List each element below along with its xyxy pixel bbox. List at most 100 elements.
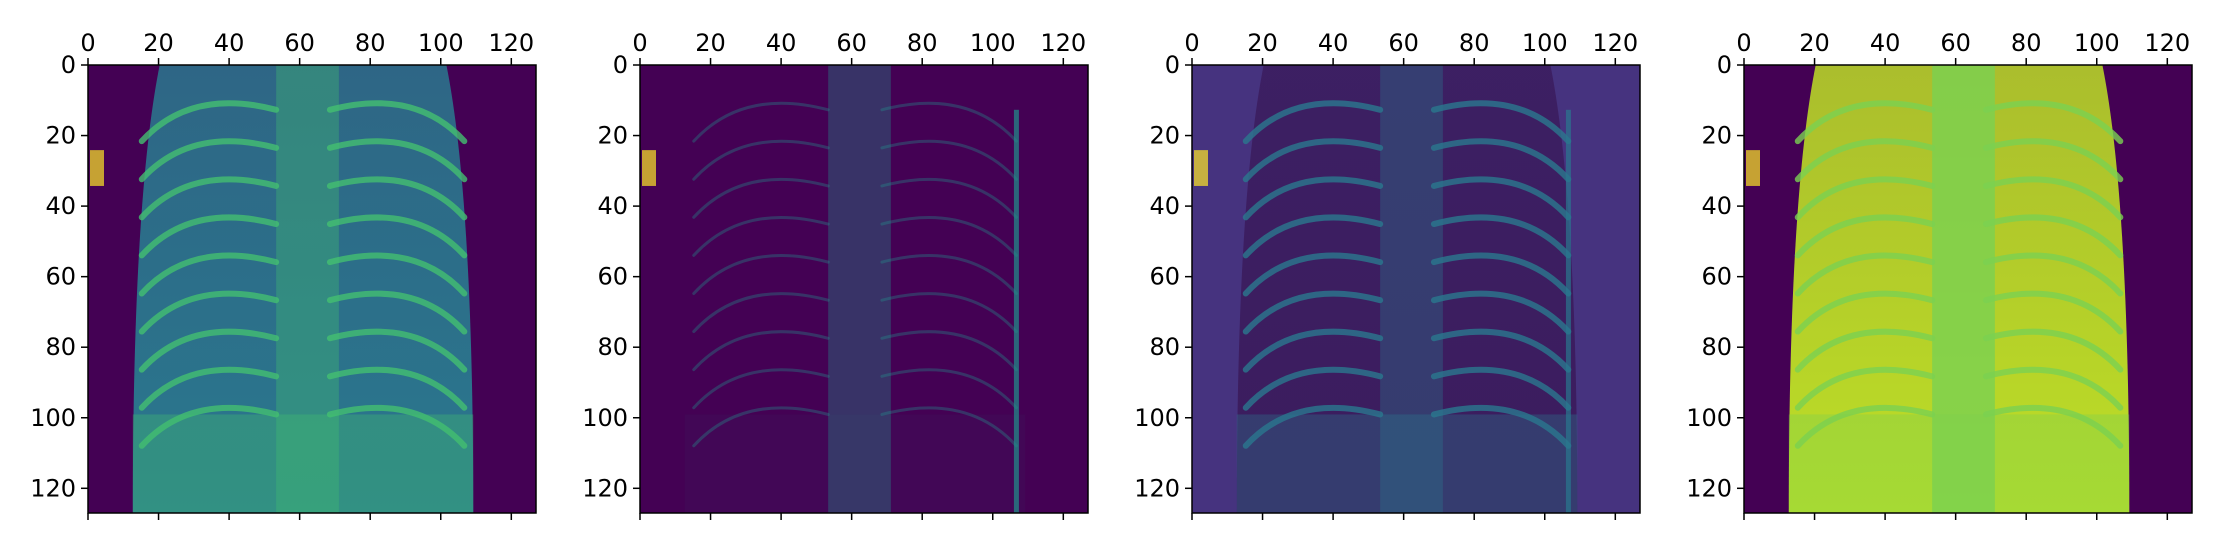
rib-mark bbox=[692, 330, 830, 372]
rib-mark bbox=[1982, 366, 2124, 411]
rib-mark bbox=[1794, 176, 1936, 221]
x-tick-label: 100 bbox=[2074, 29, 2120, 57]
rib-mark bbox=[692, 292, 830, 334]
rib-mark bbox=[692, 215, 830, 257]
rib-mark bbox=[692, 139, 830, 181]
rib-mark bbox=[880, 215, 1018, 257]
y-tick-label: 0 bbox=[1717, 51, 1732, 79]
rib-mark bbox=[1242, 138, 1384, 183]
x-tick-label: 80 bbox=[907, 29, 938, 57]
x-tick-label: 100 bbox=[418, 29, 464, 57]
rib-mark bbox=[326, 328, 468, 373]
letter-marker bbox=[642, 150, 656, 186]
rib-mark bbox=[326, 138, 468, 183]
rib-mark bbox=[880, 292, 1018, 334]
rib-mark bbox=[1430, 138, 1572, 183]
edge-line bbox=[1013, 109, 1019, 513]
rib-mark bbox=[880, 368, 1018, 410]
rib-mark bbox=[1430, 252, 1572, 297]
y-tick-label: 0 bbox=[613, 51, 628, 79]
heatmap-image bbox=[1192, 65, 1640, 513]
rib-mark bbox=[1982, 328, 2124, 373]
heatmap-image bbox=[88, 65, 536, 513]
y-tick-label: 100 bbox=[30, 404, 76, 432]
spine-region bbox=[276, 65, 339, 513]
rib-mark bbox=[1430, 290, 1572, 335]
heatmap-panel-4: 0 20 40 60 80 100 120 0 20 40 60 80 100 120 bbox=[1686, 29, 2193, 520]
y-tick-label: 20 bbox=[597, 122, 628, 150]
axes-frame bbox=[1191, 64, 1641, 514]
rib-mark bbox=[1242, 404, 1384, 449]
rib-mark bbox=[1430, 214, 1572, 259]
rib-mark bbox=[1242, 100, 1384, 145]
y-tick-label: 120 bbox=[1686, 474, 1732, 502]
x-tick-label: 60 bbox=[1940, 29, 1971, 57]
rib-mark bbox=[1242, 328, 1384, 373]
x-tick-label: 0 bbox=[80, 29, 95, 57]
x-tick-label: 60 bbox=[284, 29, 315, 57]
heatmap-image bbox=[640, 65, 1088, 513]
x-tick-label: 40 bbox=[1870, 29, 1901, 57]
x-tick-label: 40 bbox=[214, 29, 245, 57]
y-tick-label: 80 bbox=[45, 333, 76, 361]
rib-mark bbox=[138, 404, 280, 449]
rib-mark bbox=[1430, 328, 1572, 373]
rib-mark bbox=[138, 214, 280, 259]
rib-mark bbox=[1982, 138, 2124, 183]
y-tick-label: 40 bbox=[45, 192, 76, 220]
y-tick-label: 100 bbox=[1134, 404, 1180, 432]
y-tick-label: 40 bbox=[1701, 192, 1732, 220]
y-tick-label: 20 bbox=[1701, 122, 1732, 150]
rib-mark bbox=[326, 252, 468, 297]
letter-marker bbox=[1194, 150, 1208, 186]
spine-region bbox=[1380, 65, 1443, 513]
x-tick-label: 20 bbox=[1247, 29, 1278, 57]
y-tick-label: 60 bbox=[597, 263, 628, 291]
rib-mark bbox=[326, 404, 468, 449]
x-tick-label: 120 bbox=[1040, 29, 1086, 57]
heatmap-image bbox=[1744, 65, 2192, 513]
rib-mark bbox=[1242, 176, 1384, 221]
y-tick-label: 20 bbox=[45, 122, 76, 150]
x-tick-label: 100 bbox=[970, 29, 1016, 57]
abdomen-region bbox=[1236, 414, 1578, 513]
spine-region bbox=[828, 65, 891, 513]
axes-frame bbox=[1743, 64, 2193, 514]
x-tick-label: 40 bbox=[1318, 29, 1349, 57]
y-tick-label: 0 bbox=[61, 51, 76, 79]
rib-mark bbox=[880, 139, 1018, 181]
y-tick-label: 40 bbox=[1149, 192, 1180, 220]
rib-mark bbox=[138, 366, 280, 411]
heatmap-panel-3: 0 20 40 60 80 100 120 0 20 40 60 80 100 120 bbox=[1134, 29, 1641, 520]
rib-mark bbox=[138, 328, 280, 373]
rib-mark bbox=[138, 176, 280, 221]
rib-mark bbox=[1982, 290, 2124, 335]
rib-mark bbox=[1794, 214, 1936, 259]
x-tick-label: 0 bbox=[632, 29, 647, 57]
rib-mark bbox=[326, 366, 468, 411]
x-tick-label: 80 bbox=[2011, 29, 2042, 57]
x-tick-label: 20 bbox=[695, 29, 726, 57]
x-tick-label: 0 bbox=[1184, 29, 1199, 57]
rib-mark bbox=[1430, 176, 1572, 221]
rib-mark bbox=[880, 254, 1018, 295]
rib-mark bbox=[1242, 366, 1384, 411]
x-tick-label: 80 bbox=[1459, 29, 1490, 57]
rib-mark bbox=[1982, 214, 2124, 259]
rib-mark bbox=[1794, 366, 1936, 411]
rib-mark bbox=[138, 100, 280, 145]
rib-mark bbox=[692, 406, 830, 448]
axes-frame bbox=[639, 64, 1089, 514]
abdomen-region bbox=[132, 414, 474, 513]
abdomen-region bbox=[684, 414, 1026, 513]
y-tick-label: 80 bbox=[597, 333, 628, 361]
rib-mark bbox=[326, 100, 468, 145]
y-tick-label: 120 bbox=[1134, 474, 1180, 502]
x-tick-label: 120 bbox=[1592, 29, 1638, 57]
rib-mark bbox=[1794, 290, 1936, 335]
rib-mark bbox=[880, 406, 1018, 448]
rib-mark bbox=[138, 252, 280, 297]
x-tick-label: 120 bbox=[488, 29, 534, 57]
y-tick-label: 60 bbox=[1701, 263, 1732, 291]
